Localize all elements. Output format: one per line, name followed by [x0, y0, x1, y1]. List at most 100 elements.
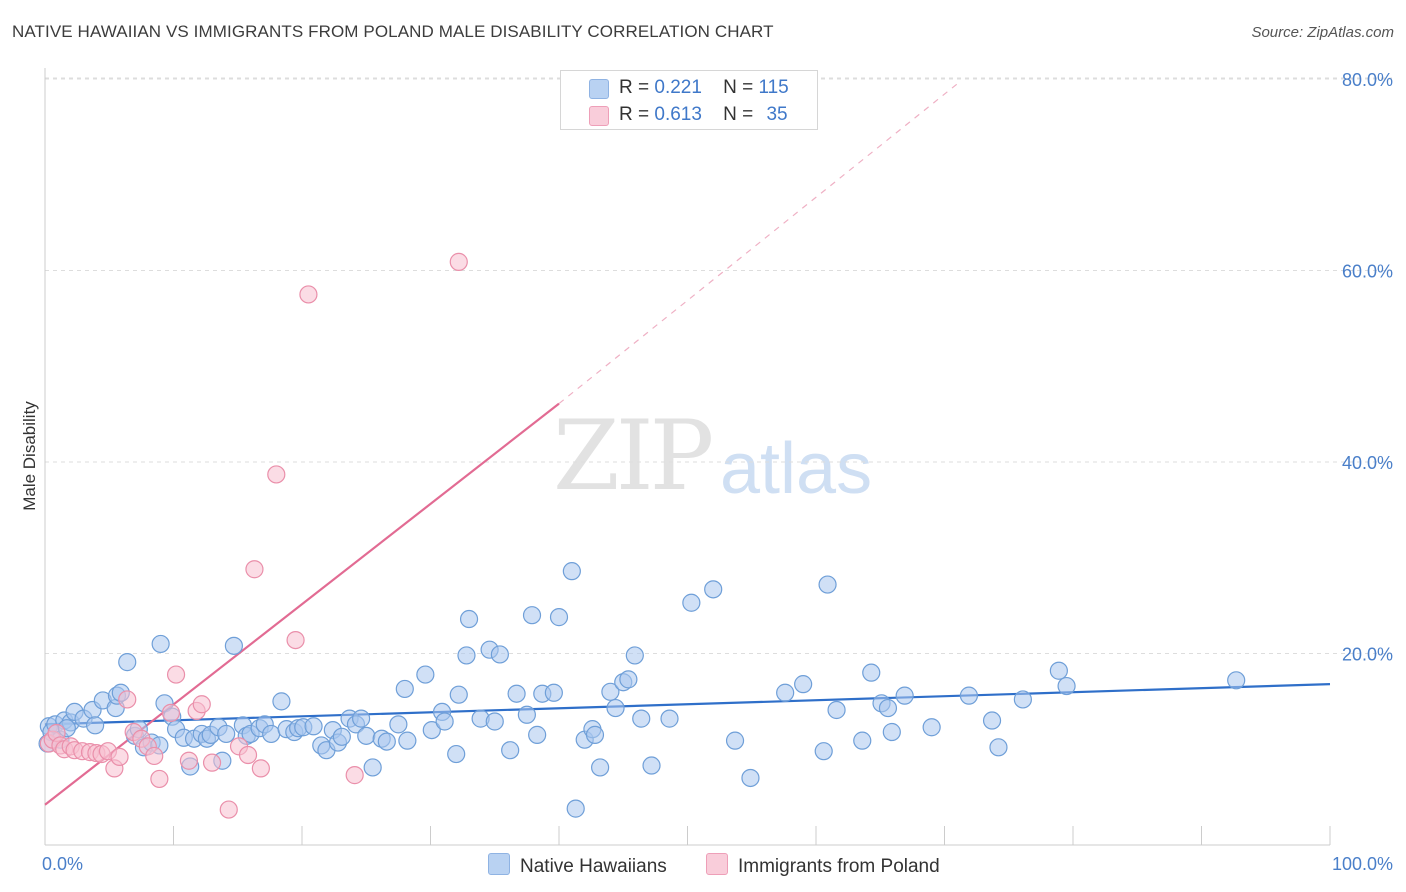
point-native-hawaiians-14	[118, 653, 137, 672]
legend-swatch-blue	[589, 79, 609, 99]
point-native-hawaiians-87	[601, 682, 620, 701]
point-native-hawaiians-104	[853, 731, 872, 750]
stats-legend: R = 0.221 N = 115 R = 0.613 N = 35	[560, 70, 818, 130]
bottom-legend-label-2: Immigrants from Poland	[738, 856, 940, 877]
point-native-hawaiians-95	[682, 593, 701, 612]
legend-r-value-1: 0.221	[654, 77, 702, 98]
point-native-hawaiians-81	[562, 562, 581, 581]
x-tick-label-0: 0.0%	[42, 854, 83, 874]
point-native-hawaiians-88	[606, 698, 625, 718]
tick-labels: 20.0% 40.0% 60.0% 80.0% 0.0% 100.0%	[42, 70, 1393, 874]
point-native-hawaiians-58	[389, 715, 408, 734]
bottom-legend-swatch-pink	[706, 853, 728, 875]
point-native-hawaiians-62	[422, 720, 441, 740]
point-native-hawaiians-92	[632, 709, 651, 728]
x-tick-label-100: 100.0%	[1332, 854, 1393, 874]
watermark-atlas: atlas	[720, 429, 873, 509]
legend-n-label: N =	[723, 104, 754, 125]
point-poland-30	[251, 759, 270, 778]
point-poland-24	[192, 695, 211, 714]
point-poland-29	[245, 560, 264, 579]
point-native-hawaiians-110	[922, 718, 941, 737]
series-poland-points	[39, 252, 468, 819]
point-native-hawaiians-100	[794, 675, 813, 694]
point-poland-34	[345, 766, 364, 785]
bottom-legend-poland: Immigrants from Poland	[706, 853, 940, 878]
legend-r-value-2: 0.613	[654, 104, 702, 125]
point-poland-28	[238, 745, 258, 765]
axes	[44, 68, 1331, 846]
point-native-hawaiians-98	[741, 768, 760, 788]
point-poland-32	[286, 630, 305, 650]
point-poland-19	[150, 769, 169, 789]
point-native-hawaiians-79	[544, 683, 563, 702]
point-native-hawaiians-97	[725, 731, 745, 750]
legend-swatch-pink	[589, 106, 609, 126]
point-native-hawaiians-99	[776, 683, 795, 702]
point-native-hawaiians-73	[501, 741, 520, 760]
point-native-hawaiians-86	[591, 758, 610, 777]
point-poland-13	[110, 747, 129, 767]
point-poland-22	[179, 751, 199, 770]
point-native-hawaiians-50	[332, 727, 351, 746]
point-poland-14	[118, 690, 137, 709]
point-native-hawaiians-94	[660, 709, 679, 728]
point-native-hawaiians-102	[818, 575, 837, 594]
point-native-hawaiians-59	[395, 679, 414, 699]
point-native-hawaiians-103	[827, 700, 846, 720]
point-native-hawaiians-116	[1057, 676, 1076, 696]
point-native-hawaiians-85	[585, 725, 605, 744]
legend-n-label: N =	[723, 77, 754, 98]
point-native-hawaiians-93	[642, 756, 661, 775]
point-native-hawaiians-77	[528, 725, 547, 744]
point-native-hawaiians-45	[304, 717, 323, 736]
source-credit: Source: ZipAtlas.com	[1251, 24, 1394, 41]
point-native-hawaiians-32	[217, 724, 236, 744]
point-native-hawaiians-20	[151, 634, 170, 654]
bottom-legend-label-1: Native Hawaiians	[520, 856, 667, 877]
point-native-hawaiians-114	[1013, 690, 1032, 709]
point-native-hawaiians-61	[416, 665, 435, 684]
y-tick-label-80: 80.0%	[1342, 70, 1393, 90]
point-native-hawaiians-71	[485, 712, 504, 731]
point-native-hawaiians-55	[363, 758, 382, 777]
point-native-hawaiians-74	[507, 684, 526, 703]
series-native-hawaiians-points	[38, 562, 1246, 818]
bottom-legend-native-hawaiians: Native Hawaiians	[488, 853, 667, 878]
watermark-zip: ZIP	[553, 400, 714, 512]
legend-n-value-2: 35	[766, 104, 788, 125]
bottom-legend-swatch-blue	[488, 853, 510, 875]
point-native-hawaiians-33	[224, 636, 243, 655]
point-native-hawaiians-40	[272, 692, 291, 711]
point-poland-33	[299, 285, 318, 304]
point-native-hawaiians-101	[814, 742, 833, 761]
point-native-hawaiians-72	[490, 645, 509, 664]
trend-line-poland	[44, 402, 560, 806]
point-native-hawaiians-57	[377, 732, 396, 751]
point-native-hawaiians-108	[882, 722, 901, 742]
point-native-hawaiians-107	[878, 698, 898, 718]
point-native-hawaiians-80	[549, 608, 569, 627]
point-native-hawaiians-60	[398, 731, 417, 750]
y-tick-label-40: 40.0%	[1342, 453, 1393, 473]
point-native-hawaiians-112	[982, 711, 1002, 730]
point-poland-20	[161, 703, 181, 722]
point-native-hawaiians-53	[352, 709, 371, 728]
trend-lines	[44, 83, 1331, 806]
point-native-hawaiians-67	[457, 646, 476, 665]
point-native-hawaiians-91	[625, 646, 644, 665]
legend-r-label: R =	[619, 77, 650, 98]
point-native-hawaiians-82	[566, 799, 585, 818]
legend-r-label: R =	[619, 104, 650, 125]
point-native-hawaiians-76	[522, 606, 542, 625]
point-native-hawaiians-75	[517, 705, 536, 724]
point-native-hawaiians-111	[959, 686, 979, 705]
y-axis-label: Male Disability	[20, 401, 39, 511]
point-poland-31	[267, 465, 286, 484]
point-native-hawaiians-66	[449, 685, 468, 704]
point-native-hawaiians-65	[447, 744, 466, 764]
point-native-hawaiians-64	[435, 712, 454, 731]
point-native-hawaiians-105	[862, 663, 881, 682]
chart-title: NATIVE HAWAIIAN VS IMMIGRANTS FROM POLAN…	[12, 22, 774, 41]
